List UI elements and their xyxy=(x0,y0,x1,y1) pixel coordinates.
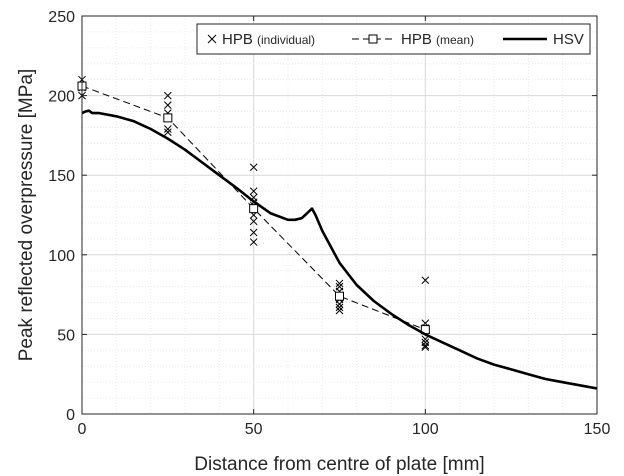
legend-label-hsv: HSV xyxy=(553,31,584,48)
x-axis-title: Distance from centre of plate [mm] xyxy=(194,454,484,475)
hpb-individual-marker xyxy=(249,217,258,226)
legend-qualifier: (mean) xyxy=(436,33,474,47)
plot-frame xyxy=(81,15,598,415)
hpb-individual-marker xyxy=(335,306,344,315)
hpb-individual-marker xyxy=(421,343,430,351)
x-tick-label: 0 xyxy=(78,421,87,438)
hpb-individual-marker xyxy=(163,101,172,110)
hpb-mean-marker xyxy=(335,291,344,301)
ticks: 0 50 100 150 0 50 100 150 200 250 xyxy=(48,9,610,438)
hpb-individual-marker xyxy=(249,238,258,246)
hpb-individual-marker xyxy=(249,163,258,172)
legend-box xyxy=(196,23,591,55)
y-tick-label: 200 xyxy=(48,89,75,106)
legend-square-icon xyxy=(368,34,378,44)
hpb-mean-marker xyxy=(249,204,259,214)
hpb-individual-marker xyxy=(335,300,344,309)
hpb-mean-line xyxy=(81,85,426,331)
x-tick-label: 150 xyxy=(584,421,611,438)
legend-label-hpb-individual: HPB (individual) xyxy=(222,31,315,48)
legend-label-hpb-mean: HPB (mean) xyxy=(401,31,474,48)
hpb-individual-marker xyxy=(163,128,172,137)
y-axis-title: Peak reflected overpressure [MPa] xyxy=(16,69,37,362)
y-tick-label: 100 xyxy=(48,248,75,265)
hpb-individual-marker xyxy=(163,91,172,100)
y-tick-label: 150 xyxy=(48,168,75,185)
y-tick-label: 50 xyxy=(57,327,75,344)
x-tick-label: 50 xyxy=(245,421,263,438)
hpb-individual-marker xyxy=(249,187,258,195)
y-tick-label: 250 xyxy=(48,9,75,26)
grid xyxy=(82,16,597,414)
legend: HPB (individual) HPB (mean) HSV xyxy=(196,23,591,55)
hpb-individual-marker xyxy=(335,279,344,288)
hpb-individual-marker xyxy=(335,303,344,312)
legend-qualifier: (individual) xyxy=(257,33,315,47)
hsv-line xyxy=(82,109,597,390)
hpb-individual-marker xyxy=(421,276,430,285)
series-layer xyxy=(77,75,597,390)
hpb-individual-marker xyxy=(421,341,430,350)
legend-cross-icon xyxy=(207,34,217,44)
hpb-individual-marker xyxy=(249,228,258,237)
hpb-mean-marker xyxy=(163,113,173,123)
hpb-individual-marker xyxy=(163,125,172,133)
x-tick-label: 100 xyxy=(412,421,439,438)
y-tick-label: 0 xyxy=(66,407,75,424)
